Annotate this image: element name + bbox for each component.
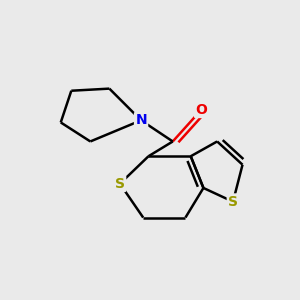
Text: S: S [115, 177, 125, 191]
Text: S: S [228, 195, 238, 209]
Text: O: O [195, 103, 207, 117]
Text: N: N [135, 113, 147, 127]
